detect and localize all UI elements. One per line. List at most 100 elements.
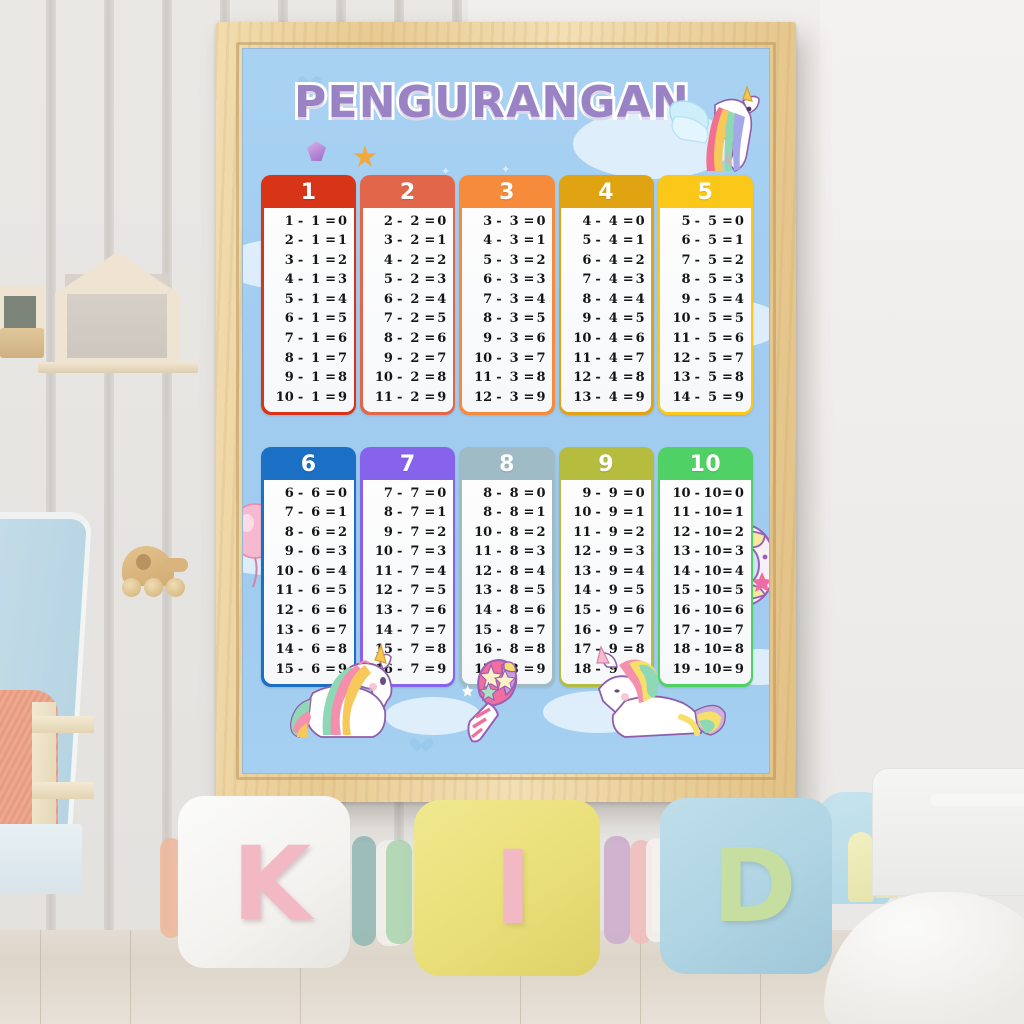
equation-op: - bbox=[397, 583, 403, 599]
equation-r: 7 bbox=[635, 622, 645, 638]
equation-r: 2 bbox=[536, 252, 546, 268]
equation-a: 12 bbox=[573, 370, 592, 386]
equation-eq: = bbox=[523, 291, 535, 307]
equation-r: 2 bbox=[635, 524, 645, 540]
equation-eq: = bbox=[622, 485, 634, 501]
equation-op: - bbox=[595, 272, 601, 288]
column-body: 1-1 = 0 2-1 = 1 3-1 = 2 4-1 = 3 5-1 = 4 6-1 = 5 7-1 = 6 8-1 = 7… bbox=[263, 207, 354, 413]
equation-eq: = bbox=[424, 603, 436, 619]
equation-row: 8-8 = 0 bbox=[465, 484, 549, 504]
picture-frame[interactable]: ✦ ✦ ✦ PENGURANGAN bbox=[216, 22, 796, 802]
equation-r: 2 bbox=[635, 252, 645, 268]
equation-row: 9-2 = 7 bbox=[366, 349, 450, 369]
equation-b: 3 bbox=[509, 252, 519, 268]
equation-r: 4 bbox=[338, 291, 348, 307]
equation-eq: = bbox=[424, 563, 436, 579]
equation-row: 14-5 = 9 bbox=[663, 388, 747, 408]
subtraction-poster: ✦ ✦ ✦ PENGURANGAN bbox=[242, 48, 770, 774]
equation-a: 7 bbox=[483, 291, 493, 307]
equation-eq: = bbox=[721, 661, 733, 677]
equation-a: 10 bbox=[672, 311, 691, 327]
equation-row: 13-7 = 6 bbox=[366, 601, 450, 621]
equation-op: - bbox=[595, 389, 601, 405]
equation-b: 2 bbox=[410, 213, 420, 229]
equation-eq: = bbox=[721, 389, 733, 405]
equation-op: - bbox=[397, 331, 403, 347]
equation-r: 4 bbox=[635, 291, 645, 307]
equation-row: 10-10 = 0 bbox=[663, 484, 747, 504]
equation-r: 7 bbox=[437, 622, 447, 638]
white-chair-back bbox=[872, 768, 1024, 896]
equation-r: 9 bbox=[338, 661, 348, 677]
equation-eq: = bbox=[325, 583, 337, 599]
equation-op: - bbox=[496, 622, 502, 638]
yellow-pouf bbox=[848, 832, 874, 902]
equation-b: 6 bbox=[311, 563, 321, 579]
equation-op: - bbox=[694, 291, 701, 307]
background-block bbox=[386, 840, 412, 944]
equation-row: 7-7 = 0 bbox=[366, 484, 450, 504]
equation-b: 4 bbox=[608, 350, 618, 366]
equation-op: - bbox=[694, 661, 701, 677]
equation-a: 3 bbox=[383, 233, 393, 249]
equation-row: 17-10 = 7 bbox=[663, 621, 747, 641]
equation-b: 9 bbox=[608, 642, 618, 658]
equation-b: 7 bbox=[410, 563, 420, 579]
equation-op: - bbox=[397, 485, 403, 501]
equation-eq: = bbox=[424, 524, 436, 540]
equation-r: 4 bbox=[734, 563, 744, 579]
equation-b: 6 bbox=[311, 642, 321, 658]
equation-r: 6 bbox=[734, 603, 744, 619]
equation-eq: = bbox=[721, 233, 733, 249]
column-header-6: 6 bbox=[263, 449, 354, 480]
equation-op: - bbox=[496, 370, 502, 386]
equation-op: - bbox=[496, 291, 502, 307]
equation-a: 11 bbox=[374, 389, 393, 405]
equation-eq: = bbox=[721, 272, 733, 288]
ice-cream-cone-icon bbox=[462, 659, 518, 743]
equation-r: 0 bbox=[734, 213, 744, 229]
equation-a: 3 bbox=[483, 213, 493, 229]
equation-r: 0 bbox=[338, 213, 348, 229]
equation-eq: = bbox=[622, 603, 634, 619]
equation-eq: = bbox=[622, 213, 634, 229]
equation-r: 5 bbox=[635, 311, 645, 327]
equation-row: 6-3 = 3 bbox=[465, 270, 549, 290]
equation-b: 6 bbox=[311, 524, 321, 540]
equation-op: - bbox=[397, 213, 403, 229]
equation-row: 12-10 = 2 bbox=[663, 523, 747, 543]
unicorn-lying-icon bbox=[596, 645, 726, 738]
equation-a: 13 bbox=[474, 583, 493, 599]
equation-row: 10-4 = 6 bbox=[564, 329, 648, 349]
foam-block-d[interactable] bbox=[660, 798, 832, 974]
equation-a: 8 bbox=[483, 505, 493, 521]
equation-a: 10 bbox=[275, 563, 294, 579]
equation-r: 9 bbox=[635, 389, 645, 405]
equation-op: - bbox=[595, 233, 601, 249]
equation-r: 3 bbox=[437, 272, 447, 288]
equation-a: 5 bbox=[582, 233, 592, 249]
equation-eq: = bbox=[721, 603, 733, 619]
foam-block-k[interactable] bbox=[178, 796, 350, 968]
equation-a: 9 bbox=[582, 311, 592, 327]
equation-b: 8 bbox=[509, 583, 519, 599]
equation-op: - bbox=[397, 505, 403, 521]
equation-r: 3 bbox=[338, 272, 348, 288]
equation-r: 7 bbox=[536, 622, 546, 638]
equation-r: 0 bbox=[437, 485, 447, 501]
equation-op: - bbox=[595, 505, 601, 521]
equation-op: - bbox=[595, 350, 601, 366]
equation-op: - bbox=[595, 603, 601, 619]
equation-op: - bbox=[694, 311, 701, 327]
equation-b: 7 bbox=[410, 642, 420, 658]
foam-block-i[interactable] bbox=[414, 800, 600, 976]
column-header-7: 7 bbox=[362, 449, 453, 480]
equation-eq: = bbox=[622, 524, 634, 540]
equation-a: 10 bbox=[275, 389, 294, 405]
equation-a: 11 bbox=[573, 524, 592, 540]
equation-a: 15 bbox=[275, 661, 294, 677]
equation-a: 14 bbox=[573, 583, 592, 599]
equation-r: 6 bbox=[635, 603, 645, 619]
block-letter-d: D bbox=[712, 827, 797, 946]
equation-row: 13-5 = 8 bbox=[663, 368, 747, 388]
